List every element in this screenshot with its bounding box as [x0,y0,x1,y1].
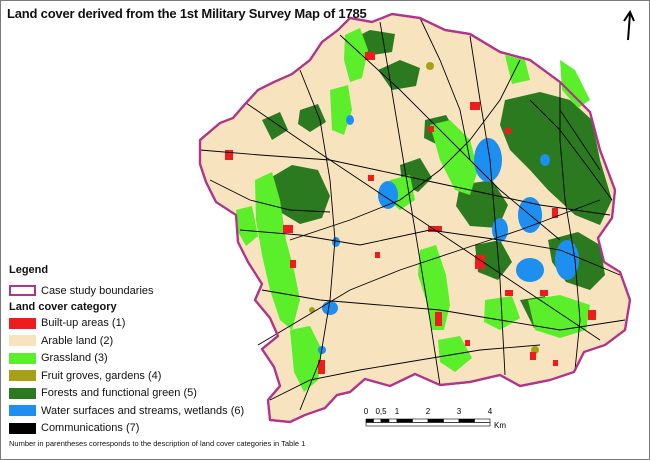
scale-tick-label: 1 [395,407,400,416]
category-label: Fruit groves, gardens (4) [41,369,162,382]
legend-row-fruit: Fruit groves, gardens (4) [9,367,244,385]
builtup-swatch [9,317,36,329]
case-study-boundary-outline [198,12,632,424]
legend-row-forest: Forests and functional green (5) [9,385,244,403]
scale-unit: Km [494,421,506,430]
category-label: Communications (7) [41,422,140,435]
scale-bar: 0 0,5 1 2 3 4 Km [364,407,507,430]
communications-swatch [9,422,36,434]
legend-row-builtup: Built-up areas (1) [9,315,244,333]
category-heading: Land cover category [9,300,117,313]
map-title: Land cover derived from the 1st Military… [7,6,367,21]
legend-title: Legend [9,264,49,276]
water-swatch [9,405,36,417]
communication-lines [199,17,626,411]
boundary-swatch [9,285,36,297]
category-label: Built-up areas (1) [41,317,126,330]
fruit-swatch [9,370,36,382]
category-label: Forests and functional green (5) [41,387,197,400]
legend-row-boundary: Case study boundaries [9,282,244,300]
legend-row-communications: Communications (7) [9,420,244,438]
boundary-label: Case study boundaries [41,284,154,297]
scale-tick-label: 0,5 [375,407,387,416]
category-label: Water surfaces and streams, wetlands (6) [41,404,245,417]
category-label: Arable land (2) [41,334,114,347]
scale-bar-segments [365,418,491,427]
built-up-areas [225,52,596,374]
legend-row-water: Water surfaces and streams, wetlands (6) [9,402,244,420]
arable-swatch [9,335,36,347]
north-arrow-icon [623,10,635,41]
forest-swatch [9,387,36,399]
scale-tick-label: 3 [457,407,462,416]
scale-tick-label: 0 [364,407,369,416]
legend-row-grassland: Grassland (3) [9,350,244,368]
category-list: Built-up areas (1) Arable land (2) Grass… [9,315,244,438]
footnote: Number in parentheses corresponds to the… [9,439,306,448]
legend: Legend Case study boundaries Land cover … [9,264,244,437]
category-label: Grassland (3) [41,352,108,365]
scale-tick-label: 4 [488,407,493,416]
legend-row-arable: Arable land (2) [9,332,244,350]
grassland-swatch [9,352,36,364]
scale-tick-label: 2 [426,407,431,416]
